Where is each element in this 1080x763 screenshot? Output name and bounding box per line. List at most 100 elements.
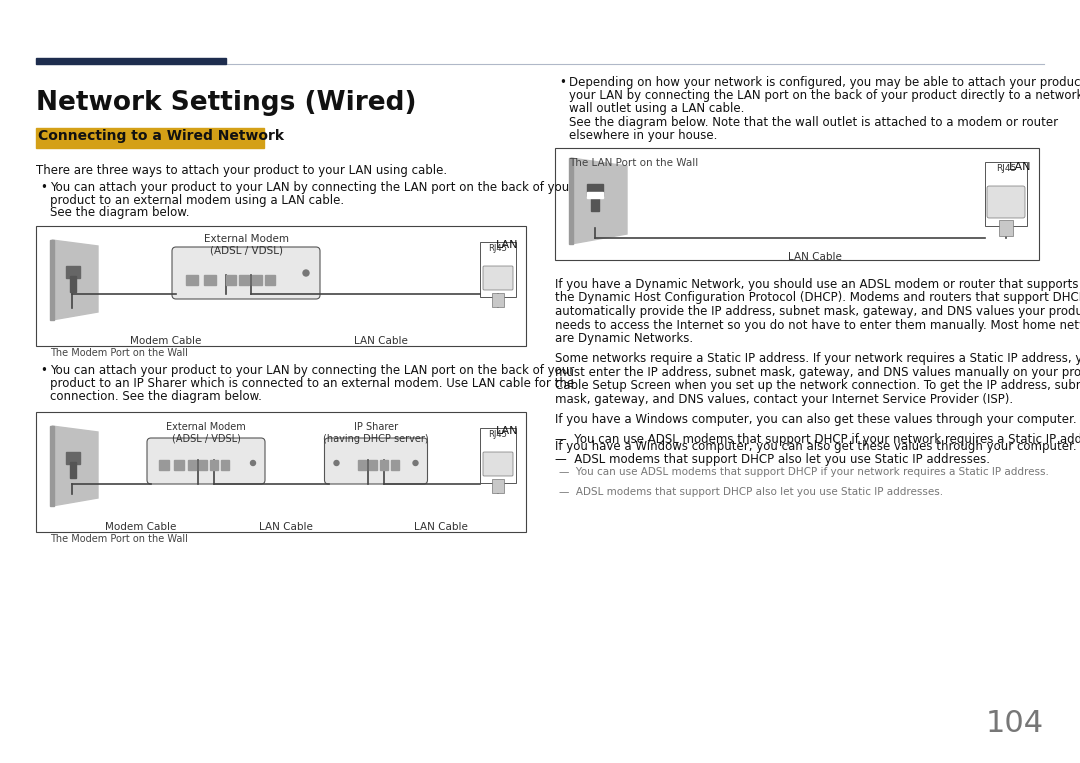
FancyBboxPatch shape (483, 266, 513, 290)
Text: RJ45: RJ45 (488, 430, 508, 439)
Bar (186, 275, 198, 285)
Text: Some networks require a Static IP address. If your network requires a Static IP : Some networks require a Static IP addres… (555, 353, 1080, 365)
Text: elsewhere in your house.: elsewhere in your house. (569, 129, 717, 142)
Text: The LAN Port on the Wall: The LAN Port on the Wall (569, 158, 699, 168)
Bar (66, 452, 80, 464)
Bar (66, 266, 80, 278)
Bar (588, 184, 603, 196)
Bar (492, 293, 504, 307)
Polygon shape (52, 426, 98, 506)
Text: —  ADSL modems that support DHCP also let you use Static IP addresses.: — ADSL modems that support DHCP also let… (559, 488, 943, 497)
Text: LAN: LAN (1009, 162, 1031, 172)
Text: are Dynamic Networks.: are Dynamic Networks. (555, 332, 693, 345)
Text: There are three ways to attach your product to your LAN using cable.: There are three ways to attach your prod… (36, 164, 447, 177)
Text: If you have a Dynamic Network, you should use an ADSL modem or router that suppo: If you have a Dynamic Network, you shoul… (555, 278, 1079, 291)
Bar (480, 428, 516, 483)
FancyBboxPatch shape (324, 438, 428, 484)
Text: External Modem
(ADSL / VDSL): External Modem (ADSL / VDSL) (203, 234, 288, 256)
Bar (357, 460, 366, 470)
Bar (50, 240, 54, 320)
Bar (985, 162, 1027, 226)
Bar (174, 460, 184, 470)
Bar (204, 275, 216, 285)
Text: Modem Cable: Modem Cable (106, 522, 177, 532)
Polygon shape (571, 158, 627, 244)
Text: connection. See the diagram below.: connection. See the diagram below. (50, 390, 261, 403)
Bar (36, 58, 226, 64)
Text: You can attach your product to your LAN by connecting the LAN port on the back o: You can attach your product to your LAN … (50, 364, 575, 377)
Text: 104: 104 (986, 709, 1044, 738)
FancyBboxPatch shape (147, 438, 265, 484)
Text: See the diagram below. Note that the wall outlet is attached to a modem or route: See the diagram below. Note that the wal… (569, 116, 1058, 129)
Bar (265, 275, 275, 285)
Text: LAN Cable: LAN Cable (259, 522, 313, 532)
Bar (159, 460, 168, 470)
Text: LAN Cable: LAN Cable (414, 522, 468, 532)
Bar (50, 426, 54, 506)
Text: the Dynamic Host Configuration Protocol (DHCP). Modems and routers that support : the Dynamic Host Configuration Protocol … (555, 291, 1080, 304)
Text: LAN Cable: LAN Cable (354, 336, 408, 346)
Text: your LAN by connecting the LAN port on the back of your product directly to a ne: your LAN by connecting the LAN port on t… (569, 89, 1080, 102)
Bar (555, 148, 1039, 260)
Bar (588, 192, 603, 198)
Text: —  ADSL modems that support DHCP also let you use Static IP addresses.: — ADSL modems that support DHCP also let… (555, 453, 990, 466)
Text: Depending on how your network is configured, you may be able to attach your prod: Depending on how your network is configu… (569, 76, 1080, 89)
Text: needs to access the Internet so you do not have to enter them manually. Most hom: needs to access the Internet so you do n… (555, 318, 1080, 331)
Bar (492, 479, 504, 493)
Bar (369, 460, 377, 470)
Text: IP Sharer
(having DHCP server): IP Sharer (having DHCP server) (323, 422, 429, 443)
Bar (188, 460, 195, 470)
Bar (36, 412, 526, 532)
Text: •: • (40, 364, 46, 377)
Text: —  You can use ADSL modems that support DHCP if your network requires a Static I: — You can use ADSL modems that support D… (559, 467, 1049, 477)
Text: LAN: LAN (496, 240, 518, 250)
Bar (36, 226, 526, 346)
Text: wall outlet using a LAN cable.: wall outlet using a LAN cable. (569, 102, 744, 115)
Bar (391, 460, 399, 470)
Bar (569, 158, 573, 244)
Bar (210, 460, 218, 470)
Text: product to an IP Sharer which is connected to an external modem. Use LAN cable f: product to an IP Sharer which is connect… (50, 377, 575, 390)
Text: —  You can use ADSL modems that support DHCP if your network requires a Static I: — You can use ADSL modems that support D… (555, 433, 1080, 446)
Bar (480, 242, 516, 297)
Bar (70, 462, 76, 478)
Text: must enter the IP address, subnet mask, gateway, and DNS values manually on your: must enter the IP address, subnet mask, … (555, 365, 1080, 378)
Text: You can attach your product to your LAN by connecting the LAN port on the back o: You can attach your product to your LAN … (50, 181, 575, 194)
Text: LAN: LAN (496, 426, 518, 436)
Circle shape (413, 461, 418, 465)
Bar (70, 276, 76, 292)
Bar (239, 275, 249, 285)
FancyBboxPatch shape (172, 247, 320, 299)
Text: See the diagram below.: See the diagram below. (50, 206, 189, 219)
FancyBboxPatch shape (987, 186, 1025, 218)
Polygon shape (52, 240, 98, 320)
FancyBboxPatch shape (483, 452, 513, 476)
Text: Network Settings (Wired): Network Settings (Wired) (36, 90, 417, 116)
Text: External Modem
(ADSL / VDSL): External Modem (ADSL / VDSL) (166, 422, 246, 443)
Text: Cable Setup Screen when you set up the network connection. To get the IP address: Cable Setup Screen when you set up the n… (555, 379, 1080, 392)
Text: The Modem Port on the Wall: The Modem Port on the Wall (50, 534, 188, 544)
Bar (226, 275, 237, 285)
Bar (199, 460, 207, 470)
Bar (36, 128, 264, 148)
Text: mask, gateway, and DNS values, contact your Internet Service Provider (ISP).: mask, gateway, and DNS values, contact y… (555, 393, 1013, 406)
Text: If you have a Windows computer, you can also get these values through your compu: If you have a Windows computer, you can … (555, 440, 1077, 453)
Circle shape (303, 270, 309, 276)
Text: If you have a Windows computer, you can also get these values through your compu: If you have a Windows computer, you can … (555, 413, 1077, 426)
Text: Modem Cable: Modem Cable (131, 336, 202, 346)
Text: RJ45: RJ45 (488, 244, 508, 253)
Bar (999, 220, 1013, 236)
Text: LAN Cable: LAN Cable (788, 252, 842, 262)
Bar (591, 194, 599, 211)
Text: automatically provide the IP address, subnet mask, gateway, and DNS values your : automatically provide the IP address, su… (555, 305, 1080, 318)
Text: RJ45: RJ45 (996, 164, 1016, 173)
Circle shape (251, 461, 256, 465)
Text: Connecting to a Wired Network: Connecting to a Wired Network (38, 129, 284, 143)
Bar (221, 460, 229, 470)
Bar (252, 275, 262, 285)
Text: The Modem Port on the Wall: The Modem Port on the Wall (50, 348, 188, 358)
Circle shape (334, 461, 339, 465)
Text: •: • (40, 181, 46, 194)
Text: •: • (559, 76, 566, 89)
Text: product to an external modem using a LAN cable.: product to an external modem using a LAN… (50, 194, 345, 207)
